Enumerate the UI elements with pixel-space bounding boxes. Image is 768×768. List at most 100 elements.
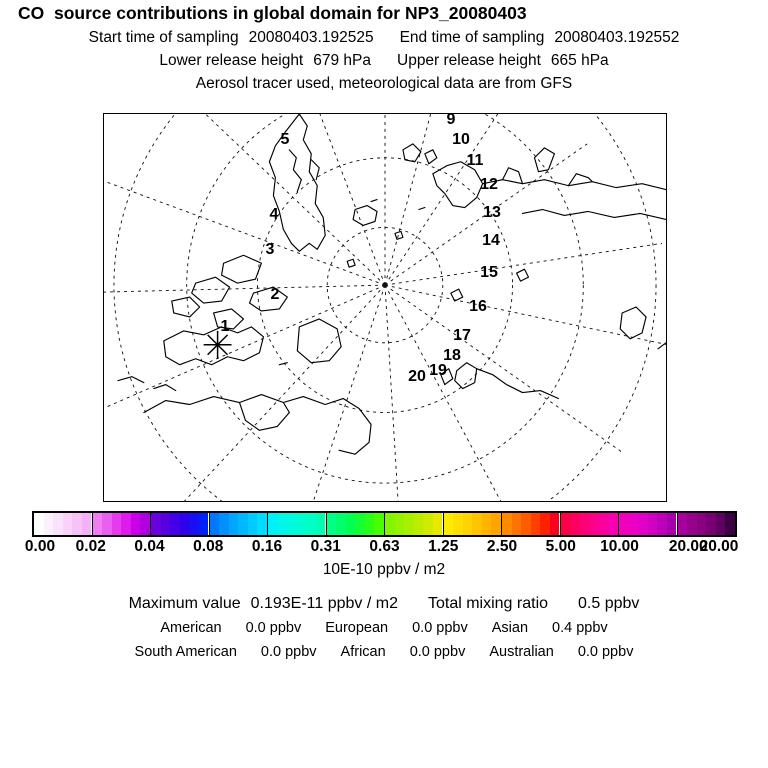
source-value-australian: 0.0 ppbv: [577, 644, 634, 660]
trajectory-day-label: 15: [480, 264, 498, 281]
total-mixing-ratio-label: Total mixing ratio: [427, 595, 549, 612]
colorbar-cell: [140, 513, 150, 535]
upper-release-height-label: Upper release height: [397, 52, 541, 69]
colorbar-cell: [179, 513, 190, 535]
colorbar-tick-label: 0.00: [24, 538, 56, 555]
colorbar-cell: [511, 513, 522, 535]
colorbar-tick-labels: 0.00 0.02 0.04 0.08 0.16 0.31 0.63 1.25 2.50 5.00…: [0, 538, 768, 558]
colorbar-cell: [189, 513, 199, 535]
colorbar-cell: [364, 513, 375, 535]
colorbar-cell: [257, 513, 267, 535]
page-title: CO source contributions in global domain…: [18, 3, 527, 23]
trajectory-day-label: 13: [483, 204, 501, 221]
map-canvas: [104, 114, 666, 501]
colorbar-cell: [481, 513, 492, 535]
trajectory-day-label: 2: [270, 286, 280, 303]
colorbar-cell: [579, 513, 590, 535]
colorbar-cell: [287, 513, 297, 535]
colorbar-segment: [209, 513, 268, 535]
colorbar-segment: [443, 513, 502, 535]
trajectory-day-label: 4: [269, 206, 279, 223]
colorbar-cell: [491, 513, 501, 535]
colorbar-cell: [472, 513, 482, 535]
source-value-american: 0.0 ppbv: [245, 620, 302, 636]
maximum-value-label: Maximum value: [128, 595, 241, 612]
colorbar-cell: [404, 513, 414, 535]
start-time-value: 20080403.192525: [248, 29, 374, 46]
colorbar-cell: [62, 513, 73, 535]
colorbar-cell: [608, 513, 618, 535]
colorbar-cell: [160, 513, 171, 535]
colorbar-cell: [638, 513, 648, 535]
colorbar-cell: [228, 513, 239, 535]
colorbar-cell: [706, 513, 716, 535]
trajectory-day-label: 18: [443, 347, 461, 364]
colorbar-cell: [677, 513, 688, 535]
colorbar-cell: [326, 513, 337, 535]
colorbar-tick-label: 10.00: [600, 538, 639, 555]
colorbar-cell: [549, 513, 560, 535]
colorbar-tick-label: 1.25: [428, 538, 459, 555]
colorbar-cell: [413, 513, 424, 535]
colorbar-segment: [151, 513, 210, 535]
trajectory-day-label: 11: [466, 152, 484, 169]
colorbar-cell: [687, 513, 697, 535]
colorbar-cell: [306, 513, 316, 535]
sampling-time-row: Start time of sampling 20080403.192525 End…: [0, 26, 768, 49]
colorbar-cell: [130, 513, 141, 535]
end-time-value: 20080403.192552: [554, 29, 680, 46]
source-name-european: European: [325, 620, 389, 636]
colorbar-segment: [502, 513, 561, 535]
trajectory-day-label: 5: [280, 131, 290, 148]
colorbar-cell: [34, 513, 44, 535]
colorbar-cell: [530, 513, 541, 535]
colorbar-cell: [453, 513, 463, 535]
tracer-note: Aerosol tracer used, meteorological data…: [195, 75, 573, 92]
source-name-south-american: South American: [134, 644, 237, 660]
colorbar-cell: [385, 513, 395, 535]
start-time-label: Start time of sampling: [88, 29, 239, 46]
source-name-american: American: [160, 620, 222, 636]
trajectory-day-label: 16: [469, 298, 487, 315]
colorbar-cell: [647, 513, 658, 535]
colorbar-cell: [53, 513, 63, 535]
source-value-south-american: 0.0 ppbv: [260, 644, 317, 660]
graticule-meridians: [104, 114, 666, 501]
trajectory-day-label: 19: [429, 362, 447, 379]
trajectory-day-label: 1: [220, 318, 230, 335]
source-value-african: 0.0 ppbv: [409, 644, 466, 660]
max-and-total-row: Maximum value 0.193E-11 ppbv / m2 Total mi…: [0, 592, 768, 616]
colorbar-segment: [560, 513, 619, 535]
colorbar-segment: [268, 513, 327, 535]
colorbar-tick-label: 0.63: [369, 538, 400, 555]
polar-map-panel[interactable]: 5 9 10 11 12 13 14 15 16 17 18 19 20 4 3 2 1: [103, 113, 667, 502]
colorbar-tick-label: 0.04: [134, 538, 165, 555]
statistics-footer: Maximum value 0.193E-11 ppbv / m2 Total mi…: [0, 592, 768, 664]
colorbar-cell: [92, 513, 103, 535]
colorbar-cell: [570, 513, 580, 535]
colorbar-cell: [443, 513, 454, 535]
upper-release-height-value: 665 hPa: [550, 52, 609, 69]
trajectory-day-label: 17: [453, 327, 471, 344]
colorbar-segment: [677, 513, 736, 535]
colorbar-cell: [628, 513, 639, 535]
trajectory-day-label: 9: [446, 113, 456, 128]
colorbar-cell: [560, 513, 571, 535]
colorbar-cell: [81, 513, 92, 535]
colorbar[interactable]: [32, 511, 737, 537]
lower-release-height-label: Lower release height: [159, 52, 304, 69]
colorbar-tick-label: 5.00: [545, 538, 576, 555]
colorbar-cell: [151, 513, 161, 535]
release-height-row: Lower release height 679 hPa Upper release…: [0, 49, 768, 72]
colorbar-segment: [92, 513, 151, 535]
total-mixing-ratio-value: 0.5 ppbv: [578, 595, 640, 612]
colorbar-cell: [666, 513, 677, 535]
source-name-african: African: [340, 644, 386, 660]
colorbar-cell: [462, 513, 473, 535]
colorbar-cell: [336, 513, 346, 535]
colorbar-cell: [696, 513, 707, 535]
colorbar-tick-label: 0.16: [251, 538, 283, 555]
trajectory-day-label: 20: [408, 368, 426, 385]
colorbar-cell: [657, 513, 667, 535]
colorbar-cell: [374, 513, 384, 535]
